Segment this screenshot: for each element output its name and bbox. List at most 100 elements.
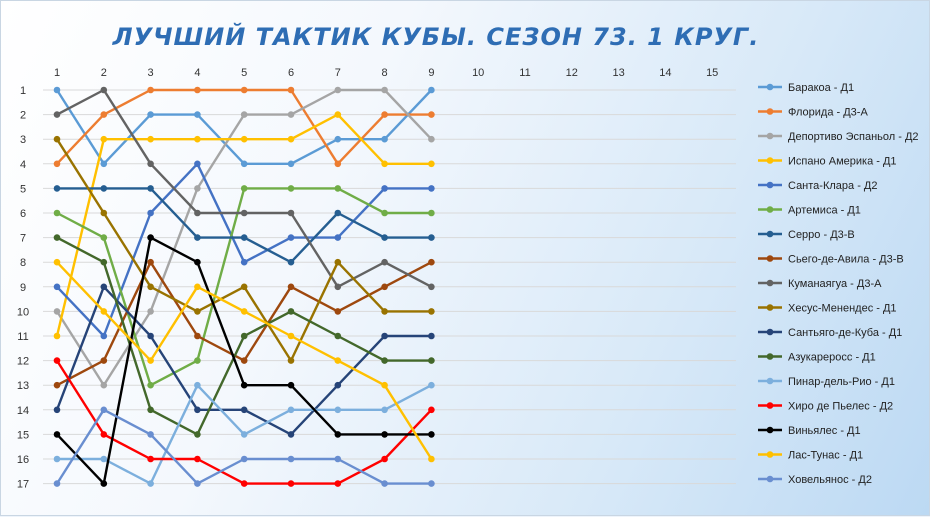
series-line [55,408,432,485]
legend-entry: Хиро де Пьелес - Д2 [758,401,893,413]
legend-entry: Сантьяго-де-Куба - Д1 [758,327,902,339]
data-point [428,258,435,266]
legend-marker [766,157,774,164]
data-point [147,381,154,389]
legend-label: Испано Америка - Д1 [788,156,897,168]
legend: Баракоа - Д1 Флорида - Д3-А Депортиво Эспа… [758,82,919,486]
data-point [53,406,61,414]
legend-marker [766,402,774,409]
legend-marker [766,328,774,336]
data-point [428,111,435,118]
data-point [240,160,248,168]
x-tick-labels: 1 2 3 4 5 6 7 8 9 10 11 12 13 14 15 [54,67,718,79]
legend-marker [766,108,774,115]
legend-label: Серро - Д3-В [788,229,855,241]
data-point [100,258,108,266]
data-point [381,209,388,217]
data-point [100,160,108,168]
data-point [100,455,108,463]
data-point [334,406,342,414]
y-tick-label: 16 [17,454,29,466]
legend-label: Санта-Клара - Д2 [788,180,877,192]
data-point [334,135,342,143]
series-line [56,261,432,387]
series-lines [53,86,435,487]
data-point [287,308,295,315]
legend-entry: Лас-Тунас - Д1 [758,450,863,462]
x-tick-label: 8 [382,67,388,79]
data-point [147,135,154,143]
data-point [240,258,248,266]
data-point [194,111,201,118]
data-point [53,86,61,94]
data-point [194,209,201,217]
x-tick-label: 3 [148,67,154,79]
data-point [53,455,61,463]
data-point [194,455,201,463]
data-point [194,234,201,241]
series-13 [53,381,435,487]
legend-label: Артемиса - Д1 [788,205,861,217]
data-point [428,480,435,487]
series-line [55,138,432,362]
data-point [381,258,388,266]
legend-label: Виньялес - Д1 [788,425,861,437]
legend-entry: Флорида - Д3-А [758,107,868,119]
data-point [194,357,201,364]
data-point [240,381,248,389]
data-point [287,258,295,266]
data-point [240,406,248,414]
data-point [240,332,248,340]
series-4 [53,111,435,340]
y-tick-label: 12 [17,356,29,368]
x-tick-label: 2 [101,67,107,79]
data-point [100,406,108,414]
data-point [194,135,201,143]
y-tick-label: 6 [20,208,26,220]
legend-entry: Сьего-де-Авила - Д3-В [758,254,904,266]
data-point [381,185,388,192]
data-point [334,283,342,291]
data-point [334,209,342,217]
data-point [147,185,154,192]
data-point [428,185,435,192]
data-point [53,357,61,364]
y-tick-label: 3 [20,134,26,146]
data-point [147,431,154,438]
x-tick-label: 14 [659,67,671,79]
legend-marker [766,83,774,91]
series-14 [53,357,435,487]
data-point [428,381,435,389]
data-point [287,381,295,389]
data-point [53,480,61,487]
data-point [287,209,295,217]
data-point [194,406,201,414]
data-point [287,431,295,438]
data-point [287,480,295,487]
data-point [147,332,154,340]
legend-entry: Артемиса - Д1 [758,205,861,217]
data-point [334,160,342,168]
x-tick-label: 13 [612,67,624,79]
y-tick-label: 15 [17,429,29,441]
legend-entry: Куманаягуа - Д3-А [758,278,882,290]
x-tick-label: 1 [54,67,60,79]
y-tick-label: 2 [20,110,26,122]
data-point [100,111,108,118]
data-point [428,86,435,94]
chart-title: ЛУЧШИЙ ТАКТИК КУБЫ. СЕЗОН 73. 1 КРУГ. [112,22,760,51]
data-point [53,332,61,340]
data-point [194,185,201,192]
legend-marker [766,353,774,360]
data-point [147,283,154,291]
data-point [100,480,108,487]
data-point [334,258,342,266]
x-tick-label: 11 [519,67,530,79]
data-point [287,111,295,118]
data-point [53,431,61,438]
data-point [428,135,435,143]
data-point [100,209,108,217]
y-tick-label: 13 [17,380,29,392]
data-point [147,160,154,168]
